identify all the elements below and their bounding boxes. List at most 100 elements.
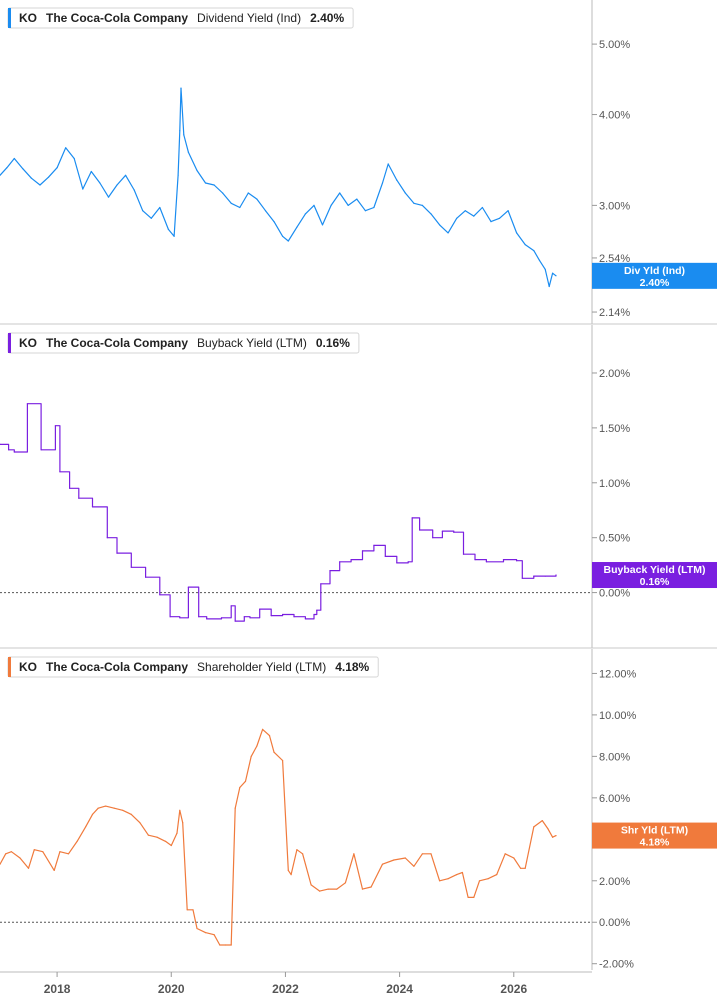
data-point: [78, 497, 80, 499]
data-point: [182, 822, 184, 824]
data-point: [287, 240, 289, 242]
data-point: [364, 210, 366, 212]
x-tick-label: 2022: [272, 982, 299, 996]
data-point: [219, 944, 221, 946]
data-point: [533, 826, 535, 828]
data-point: [287, 869, 289, 872]
data-point: [156, 836, 158, 838]
data-point: [159, 206, 161, 209]
y-tick-label: 6.00%: [599, 793, 630, 805]
data-point: [356, 198, 358, 200]
data-point: [76, 840, 78, 843]
x-tick-label: 2018: [44, 982, 71, 996]
data-point: [521, 577, 523, 579]
data-point: [464, 210, 466, 212]
data-point: [321, 224, 324, 226]
y-tick-label: 1.00%: [599, 478, 630, 490]
data-point: [116, 552, 118, 554]
data-point: [183, 134, 185, 136]
data-point: [544, 268, 546, 270]
data-point: [282, 759, 284, 762]
data-point: [296, 226, 298, 228]
data-point: [504, 853, 506, 855]
data-point: [478, 880, 481, 882]
data-point: [186, 909, 188, 911]
data-point: [282, 613, 284, 616]
y-tick-label: 2.00%: [599, 876, 630, 888]
data-point: [145, 576, 147, 578]
data-point: [319, 890, 321, 892]
data-point: [243, 616, 245, 618]
data-point: [516, 232, 518, 234]
data-point: [404, 192, 406, 194]
data-point: [97, 807, 99, 809]
legend-metric: Dividend Yield (Ind): [197, 11, 301, 25]
data-point: [179, 130, 181, 132]
data-point: [259, 608, 261, 610]
data-point: [249, 617, 251, 619]
data-point: [541, 820, 543, 822]
data-point: [516, 560, 518, 562]
data-point: [447, 878, 449, 880]
data-point: [56, 167, 58, 169]
data-point: [474, 559, 476, 561]
legend-color-marker: [8, 8, 11, 28]
data-point: [467, 896, 469, 899]
data-point: [179, 617, 181, 619]
data-point: [40, 449, 42, 451]
data-point: [548, 285, 550, 288]
y-tick-label: 3.00%: [599, 200, 630, 212]
data-point: [533, 575, 535, 577]
data-point: [387, 163, 389, 165]
data-point: [304, 213, 306, 215]
y-tick-label: 0.50%: [599, 533, 630, 545]
data-point: [230, 944, 232, 946]
data-point: [373, 206, 375, 209]
data-point: [481, 206, 483, 209]
data-point: [404, 857, 406, 859]
data-point: [230, 605, 232, 607]
data-point: [27, 867, 30, 869]
data-point: [6, 167, 8, 169]
data-point: [116, 184, 118, 186]
legend[interactable]: KO The Coca-Cola Company Shareholder Yield…: [7, 656, 379, 678]
y-tick-label: 1.50%: [599, 423, 630, 435]
data-point: [310, 884, 312, 886]
y-tick-label: 0.00%: [599, 917, 630, 929]
y-tick-label: 0.00%: [599, 588, 630, 600]
data-point: [552, 836, 554, 838]
data-point: [313, 204, 315, 206]
data-point: [159, 594, 161, 596]
data-point: [165, 840, 167, 843]
data-point: [320, 583, 322, 585]
data-point: [439, 224, 441, 226]
legend[interactable]: KO The Coca-Cola Company Buyback Yield (LT…: [7, 332, 360, 354]
legend[interactable]: KO The Coca-Cola Company Dividend Yield (I…: [7, 7, 354, 29]
data-point: [113, 807, 115, 809]
data-point: [544, 575, 546, 577]
x-tick-label: 2026: [500, 982, 527, 996]
data-point: [42, 851, 44, 853]
data-point: [432, 537, 434, 539]
data-point: [105, 805, 107, 807]
data-point: [330, 204, 332, 206]
data-point: [179, 809, 181, 811]
data-point: [421, 204, 423, 206]
data-point: [407, 561, 409, 563]
legend-ticker: KO: [19, 660, 37, 674]
data-point: [53, 869, 55, 872]
data-point: [361, 888, 364, 890]
data-point: [268, 735, 271, 737]
data-point: [498, 217, 501, 219]
data-point: [250, 755, 252, 758]
data-point: [396, 562, 398, 564]
data-point: [339, 192, 341, 194]
legend-value: 0.16%: [316, 336, 350, 350]
data-point: [239, 786, 241, 789]
data-point: [555, 574, 557, 576]
data-point: [73, 157, 75, 160]
data-point: [173, 235, 175, 237]
data-point: [33, 849, 35, 851]
legend-company: The Coca-Cola Company: [46, 336, 188, 350]
